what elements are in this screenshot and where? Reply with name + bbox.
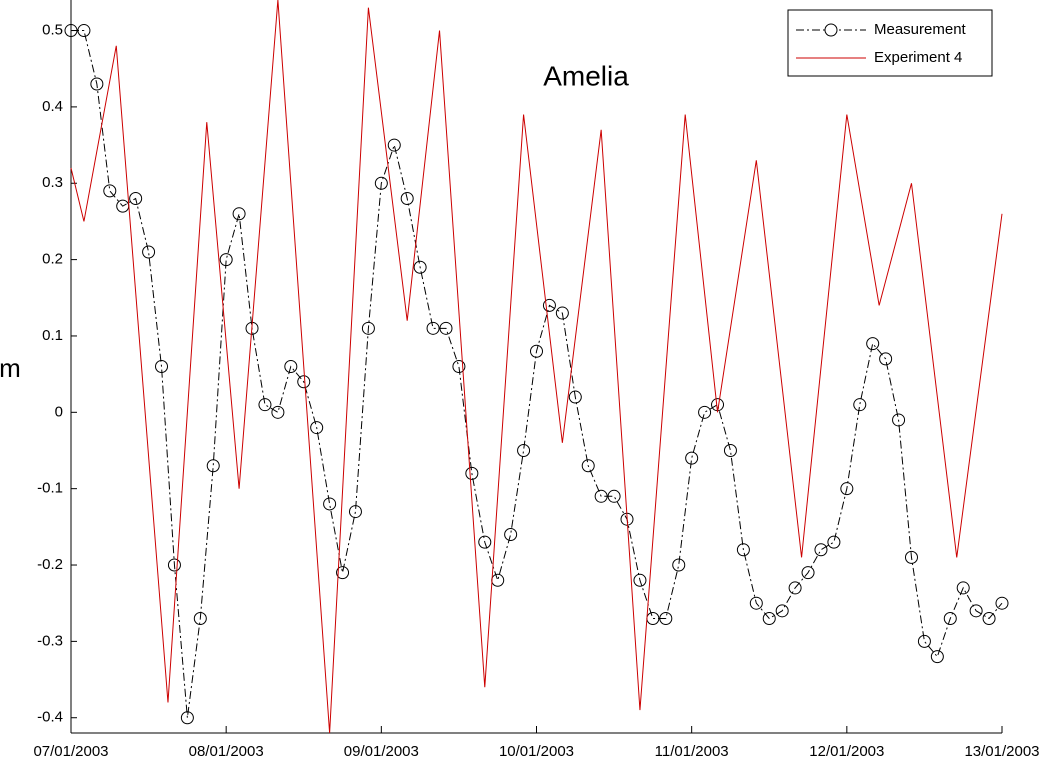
data-point [555, 306, 569, 320]
data-point [348, 505, 362, 519]
data-point [723, 443, 737, 457]
data-point [853, 398, 867, 412]
data-point [517, 443, 531, 457]
data-point [426, 321, 440, 335]
data-point [659, 611, 673, 625]
data-point [956, 581, 970, 595]
data-point [465, 466, 479, 480]
data-point [943, 611, 957, 625]
data-point [801, 566, 815, 580]
series-line [71, 30, 1003, 718]
legend-label: Experiment 4 [874, 49, 962, 66]
data-point [504, 527, 518, 541]
data-point [840, 482, 854, 496]
data-point [90, 77, 104, 91]
data-point [193, 611, 207, 625]
data-point [904, 550, 918, 564]
data-point [271, 405, 285, 419]
data-point [982, 611, 996, 625]
data-point [969, 604, 983, 618]
data-point [258, 398, 272, 412]
data-point [698, 405, 712, 419]
data-point [917, 634, 931, 648]
data-point [879, 352, 893, 366]
y-tick-label: -0.3 [37, 632, 63, 649]
data-point [568, 390, 582, 404]
series-line [70, 0, 1003, 734]
data-point [180, 711, 194, 725]
data-point [103, 184, 117, 198]
data-point [866, 337, 880, 351]
data-point [374, 176, 388, 190]
data-point [413, 260, 427, 274]
x-tick-label: 10/01/2003 [499, 743, 574, 760]
x-tick-label: 09/01/2003 [344, 743, 419, 760]
data-point [297, 375, 311, 389]
data-point [607, 489, 621, 503]
data-point [892, 413, 906, 427]
y-axis-label: m [0, 353, 21, 383]
data-point [749, 596, 763, 610]
data-point [581, 459, 595, 473]
data-point [775, 604, 789, 618]
legend-marker [824, 23, 838, 37]
data-point [814, 543, 828, 557]
x-tick-label: 12/01/2003 [809, 743, 884, 760]
data-point [633, 573, 647, 587]
data-point [542, 298, 556, 312]
y-tick-label: -0.4 [37, 709, 63, 726]
data-point [930, 650, 944, 664]
data-point [594, 489, 608, 503]
data-point [129, 192, 143, 206]
data-point [219, 253, 233, 267]
y-tick-label: 0.5 [42, 22, 63, 39]
data-point [323, 497, 337, 511]
x-tick-label: 13/01/2003 [964, 743, 1039, 760]
data-point [232, 207, 246, 221]
y-tick-label: 0.4 [42, 98, 63, 115]
data-point [142, 245, 156, 259]
legend-label: Measurement [874, 21, 967, 38]
y-tick-label: 0.1 [42, 327, 63, 344]
data-point [155, 360, 169, 373]
data-point [167, 558, 181, 572]
data-point [439, 321, 453, 335]
x-tick-label: 07/01/2003 [33, 743, 108, 760]
data-point [64, 24, 78, 38]
data-point [478, 535, 492, 549]
x-tick-label: 11/01/2003 [655, 743, 729, 760]
data-point [672, 558, 686, 572]
data-point [387, 138, 401, 152]
data-point [336, 566, 350, 580]
data-point [995, 596, 1009, 610]
y-tick-label: -0.1 [37, 480, 63, 497]
data-point [452, 360, 466, 373]
y-tick-label: 0 [55, 403, 63, 420]
data-point [77, 24, 91, 38]
data-point [788, 581, 802, 595]
legend-box [787, 9, 993, 77]
data-point [491, 573, 505, 587]
legend: Measurement Experiment 4 [787, 9, 993, 77]
chart-title: Amelia [543, 60, 629, 91]
data-point [361, 321, 375, 335]
y-tick-label: 0.3 [42, 174, 63, 191]
data-point [736, 543, 750, 557]
data-point [530, 344, 543, 358]
y-tick-label: 0.2 [42, 251, 63, 268]
x-tick-label: 08/01/2003 [189, 743, 264, 760]
data-point [762, 611, 776, 625]
data-point [400, 192, 414, 206]
y-tick-label: -0.2 [37, 556, 63, 573]
data-point [685, 451, 699, 465]
data-point [827, 535, 841, 549]
data-point [310, 421, 324, 435]
data-point [206, 459, 220, 473]
data-point [646, 611, 660, 625]
data-point [284, 360, 298, 373]
